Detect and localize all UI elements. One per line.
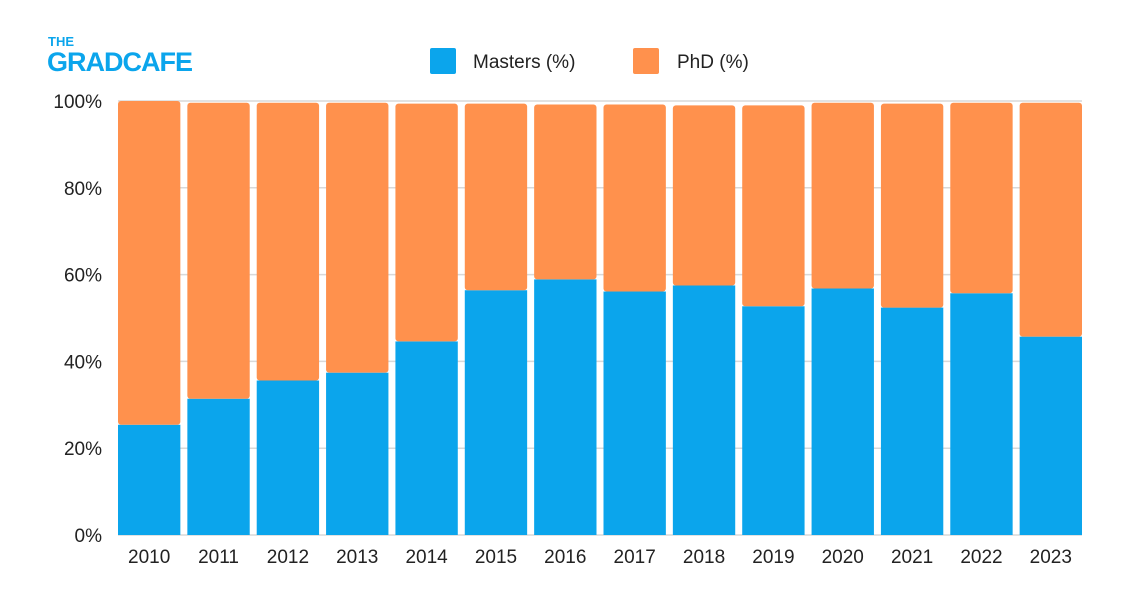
bar-phd-2018 — [672, 105, 736, 286]
logo-line1: THE — [48, 34, 74, 49]
x-tick-label: 2022 — [960, 547, 1002, 568]
y-tick-label: 0% — [75, 526, 103, 547]
bar-phd-2013 — [326, 102, 389, 373]
bar-phd-2012 — [256, 102, 320, 381]
bar-phd-2014 — [395, 103, 458, 342]
y-tick-label: 80% — [64, 179, 102, 200]
bar-phd-2011 — [187, 102, 250, 399]
bar-phd-2019 — [742, 105, 805, 307]
bar-masters-2016 — [534, 279, 597, 535]
legend: Masters (%) PhD (%) — [430, 48, 749, 74]
x-tick-label: 2010 — [128, 547, 170, 568]
bar-masters-2013 — [326, 372, 389, 535]
x-tick-label: 2016 — [544, 547, 586, 568]
bars — [118, 101, 1082, 535]
y-tick-label: 20% — [64, 439, 102, 460]
bar-masters-2023 — [1019, 336, 1082, 535]
x-tick-label: 2018 — [683, 547, 725, 568]
bar-masters-2020 — [811, 288, 874, 535]
bar-phd-2015 — [464, 103, 528, 291]
logo-line2: GRADCAFE — [47, 47, 192, 77]
bar-masters-2017 — [603, 291, 666, 535]
x-tick-label: 2019 — [752, 547, 794, 568]
bar-phd-2023 — [1019, 102, 1082, 337]
bar-masters-2014 — [395, 341, 458, 535]
bar-phd-2020 — [811, 102, 874, 289]
bar-phd-2017 — [603, 104, 666, 292]
bar-masters-2022 — [950, 293, 1013, 535]
bar-phd-2022 — [950, 102, 1013, 294]
bar-masters-2010 — [118, 424, 181, 535]
x-tick-label: 2015 — [475, 547, 517, 568]
legend-swatch-phd — [633, 48, 659, 74]
y-axis: 0% 20% 40% 60% 80% 100% — [53, 92, 102, 547]
bar-masters-2018 — [672, 285, 736, 535]
bar-masters-2012 — [256, 380, 320, 535]
y-tick-label: 40% — [64, 352, 102, 373]
bar-phd-2016 — [534, 104, 597, 280]
logo: THE GRADCAFE — [47, 34, 193, 77]
x-tick-label: 2014 — [405, 547, 448, 568]
x-tick-label: 2011 — [198, 547, 239, 568]
x-tick-label: 2013 — [336, 547, 378, 568]
bar-masters-2011 — [187, 398, 250, 535]
legend-label: PhD (%) — [677, 52, 749, 73]
bar-masters-2019 — [742, 306, 805, 535]
legend-swatch-masters — [430, 48, 456, 74]
bar-phd-2010 — [118, 101, 181, 425]
legend-label: Masters (%) — [473, 52, 575, 73]
bar-masters-2015 — [464, 290, 528, 535]
y-tick-label: 60% — [64, 266, 102, 287]
bar-masters-2021 — [880, 307, 944, 535]
x-tick-label: 2020 — [822, 547, 864, 568]
bar-phd-2021 — [880, 103, 944, 308]
x-tick-label: 2023 — [1030, 547, 1072, 568]
x-tick-label: 2012 — [267, 547, 309, 568]
y-tick-label: 100% — [53, 92, 102, 113]
x-tick-label: 2017 — [614, 547, 656, 568]
x-tick-label: 2021 — [891, 547, 933, 568]
x-axis: 2010 2011 2012 2013 2014 2015 2016 2017 2018 2019… — [128, 547, 1072, 568]
